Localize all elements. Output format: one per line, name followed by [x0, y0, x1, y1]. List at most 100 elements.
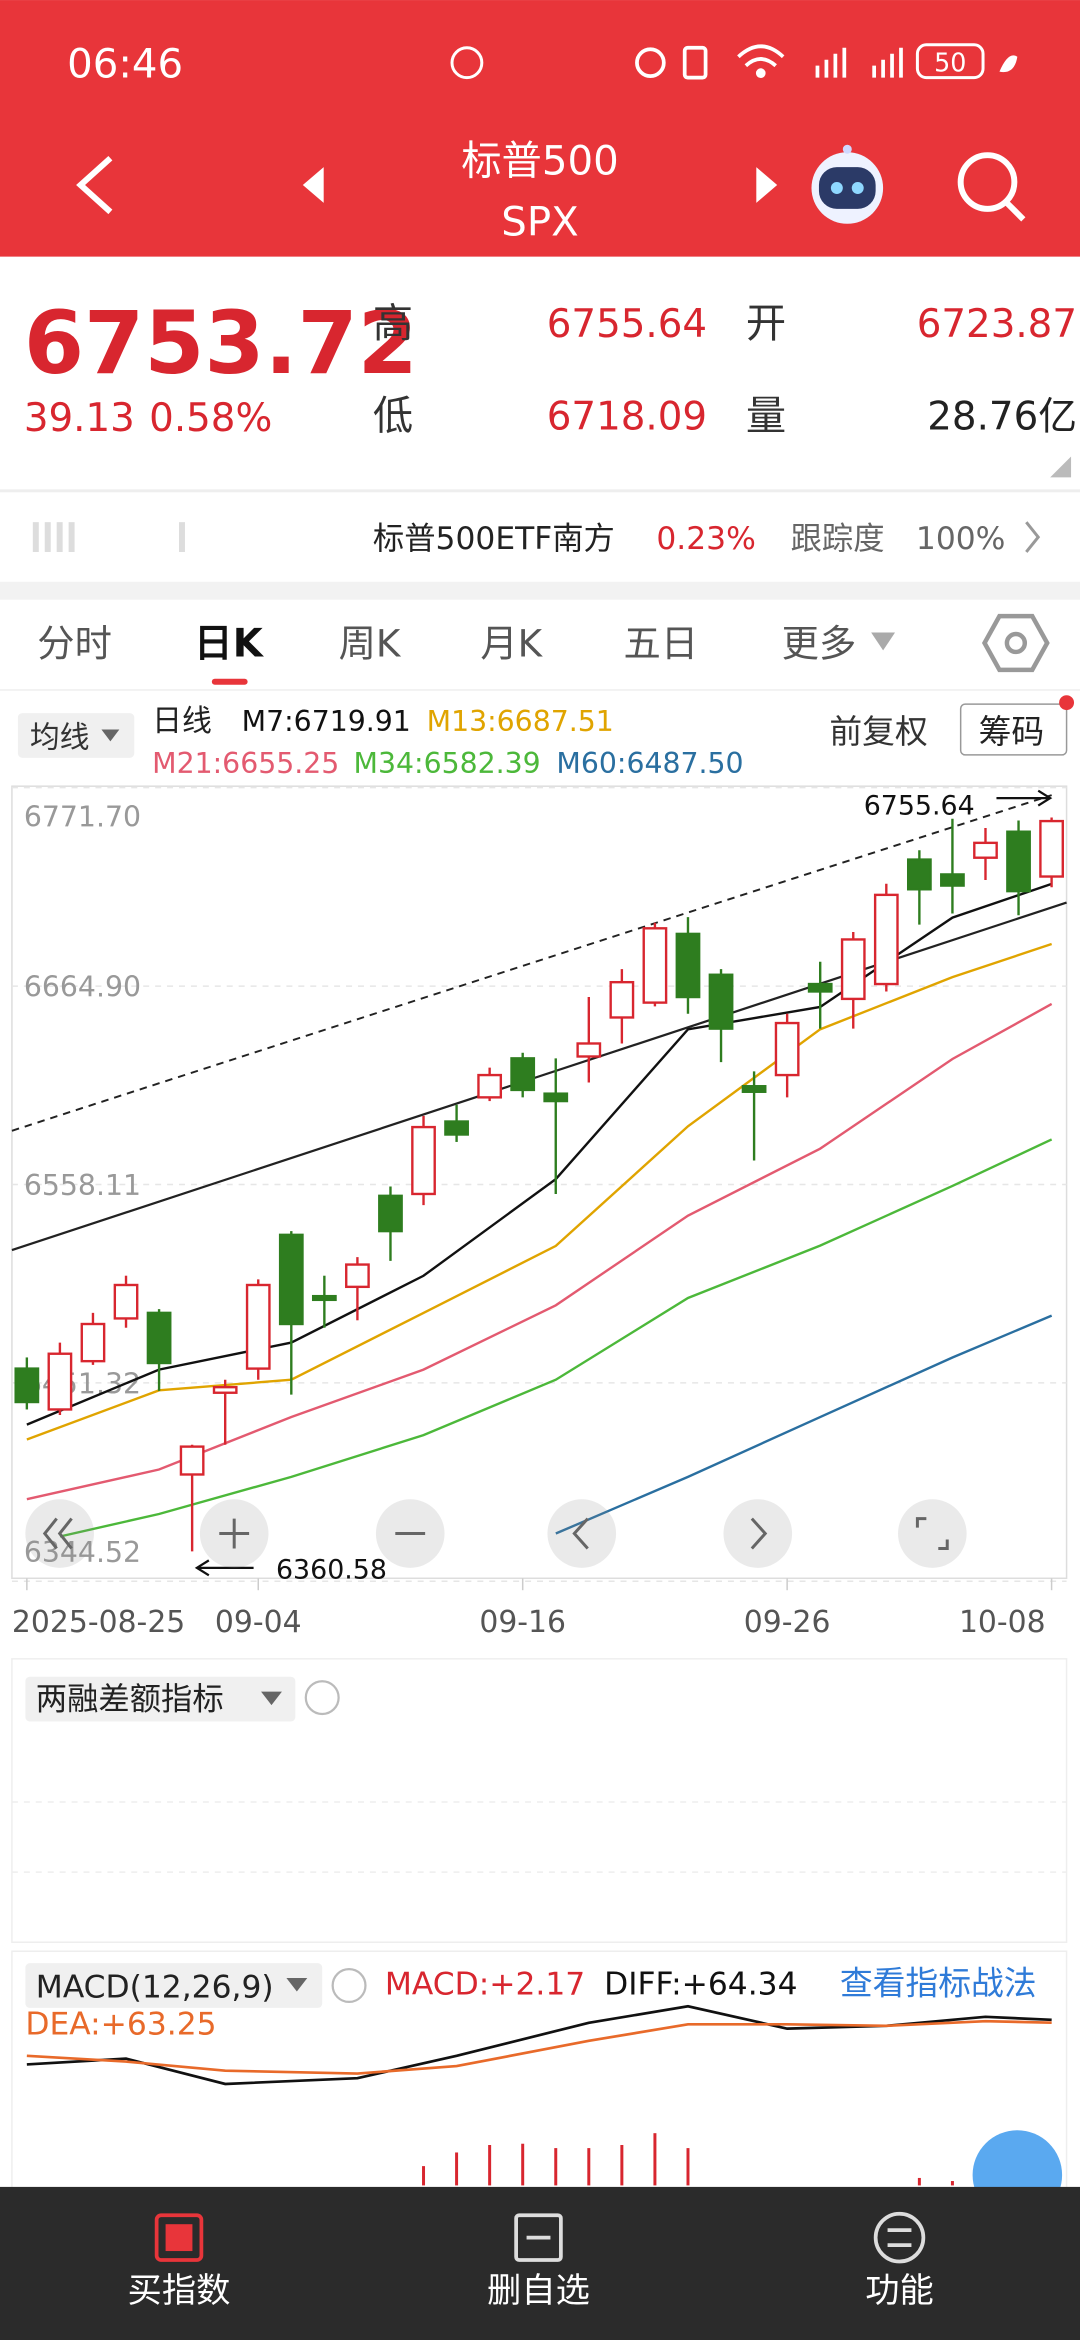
candle-body — [1006, 830, 1031, 893]
candle-body — [940, 873, 965, 887]
candle-body — [642, 927, 668, 1004]
open: 6723.87 — [917, 302, 1077, 347]
period: 日线 — [152, 704, 212, 739]
etf-icon — [32, 522, 185, 552]
etf-name[interactable]: 标普500ETF南方 — [373, 521, 615, 557]
volume-label: 量 — [746, 394, 786, 440]
y-tick-label: 6451.32 — [24, 1367, 141, 1400]
ma-legend: M21:6655.25 — [152, 747, 339, 780]
robot-button[interactable] — [811, 144, 884, 224]
candle-body — [675, 932, 701, 999]
back-button[interactable] — [76, 155, 113, 215]
help-icon[interactable] — [331, 1967, 367, 2004]
adjust[interactable]: 前复权 — [829, 713, 927, 751]
etf-arrow — [1025, 521, 1041, 553]
candle-body — [444, 1120, 469, 1136]
buy-icon-inner — [165, 2224, 193, 2252]
control-icons — [42, 1517, 949, 1550]
y-tick-label: 6558.11 — [24, 1169, 141, 1202]
candle-body — [14, 1367, 40, 1404]
candle-body — [708, 973, 734, 1030]
buy-icon — [154, 2213, 204, 2262]
bottom-nav — [0, 2186, 1080, 2340]
margin-select-bg[interactable] — [25, 1676, 296, 1722]
right-button[interactable] — [723, 1499, 793, 1568]
chips-button[interactable] — [959, 703, 1068, 756]
volume: 28.76亿 — [927, 395, 1077, 440]
y-tick-label: 6771.70 — [24, 800, 141, 833]
tab[interactable]: 五日 — [624, 621, 699, 665]
dropdown-arrow — [101, 729, 120, 742]
status-icon — [450, 46, 484, 80]
margin-title[interactable]: 两融差额指标 — [36, 1682, 224, 1718]
candle-body — [212, 1385, 238, 1394]
dropdown-arrow — [286, 1978, 308, 1992]
candle-body — [774, 1021, 800, 1077]
candle-body — [378, 1194, 403, 1233]
arrow — [194, 1559, 254, 1577]
candle-body — [543, 1092, 569, 1103]
battery — [915, 43, 985, 80]
candle-body — [807, 982, 833, 993]
remove-icon — [514, 2213, 563, 2262]
x-tick-label: 09-16 — [479, 1605, 566, 1640]
kline — [14, 817, 1064, 1552]
candle-body — [1039, 819, 1064, 878]
candle-body — [311, 1294, 337, 1302]
ma-legend: M34:6582.39 — [354, 747, 541, 780]
nav-item[interactable]: 买指数 — [128, 2271, 231, 2311]
candle-body — [973, 841, 998, 859]
tab[interactable]: 月K — [480, 621, 543, 665]
ma-line — [555, 1314, 1053, 1535]
low-annotation: 6360.58 — [276, 1554, 387, 1585]
diff-legend: DIFF:+64.34 — [604, 1966, 797, 2002]
prev-button[interactable] — [302, 167, 324, 203]
x-axis: 2025-08-25 09-04 09-16 09-26 10-08 — [12, 1578, 1053, 1640]
next-button[interactable] — [756, 167, 778, 203]
candle-body — [906, 858, 932, 891]
ma-select-bg[interactable] — [17, 713, 135, 758]
divider — [0, 489, 1080, 493]
x-tick-label: 2025-08-25 — [12, 1605, 185, 1640]
macd-title[interactable]: MACD(12,26,9) — [36, 1969, 274, 2005]
tab[interactable]: 分时 — [37, 621, 112, 665]
ma-select[interactable]: 均线 — [30, 720, 90, 755]
open-label: 开 — [746, 301, 786, 347]
x-tick-label: 09-26 — [744, 1605, 831, 1640]
search-button[interactable] — [957, 152, 1026, 222]
high: 6755.64 — [547, 302, 707, 347]
menu-icon-lines — [887, 2228, 912, 2247]
fullscreen-button[interactable] — [898, 1499, 967, 1568]
help-icon[interactable] — [304, 1680, 340, 1716]
tab[interactable]: 周K — [339, 621, 402, 665]
ma-legend: M13:6687.51 — [427, 705, 614, 738]
candle-body — [411, 1125, 436, 1196]
time: 06:46 — [67, 42, 183, 88]
macd-line — [26, 2019, 1052, 2075]
tab[interactable]: 更多 — [782, 621, 857, 665]
x-tick-label: 10-08 — [959, 1605, 1046, 1640]
strategy-link[interactable]: 查看指标战法 — [840, 1964, 1037, 2002]
candle-body — [510, 1057, 536, 1092]
y-tick-label: 6344.52 — [24, 1536, 141, 1569]
y-tick-label: 6664.90 — [24, 971, 141, 1004]
left-button[interactable] — [547, 1499, 617, 1568]
dea-legend: DEA:+63.25 — [25, 2007, 216, 2043]
subtitle: SPX — [501, 200, 578, 246]
macd-select-bg[interactable] — [25, 1963, 323, 2008]
candle-body — [873, 893, 899, 986]
nav-item[interactable]: 功能 — [865, 2271, 934, 2311]
settings-button[interactable] — [981, 613, 1050, 673]
nav-item[interactable]: 删自选 — [487, 2271, 590, 2311]
grid: 6771.70 6664.90 6558.11 6451.32 6344.52 — [11, 786, 1067, 1583]
chips[interactable]: 筹码 — [979, 713, 1045, 751]
arrow — [996, 789, 1053, 807]
divider — [0, 689, 1080, 691]
tracking: 100% — [916, 521, 1006, 557]
gap — [0, 581, 1080, 600]
candle-body — [113, 1283, 139, 1320]
tab-active[interactable]: 日K — [194, 621, 265, 666]
low-label: 低 — [373, 394, 413, 440]
candle-body — [345, 1263, 370, 1289]
